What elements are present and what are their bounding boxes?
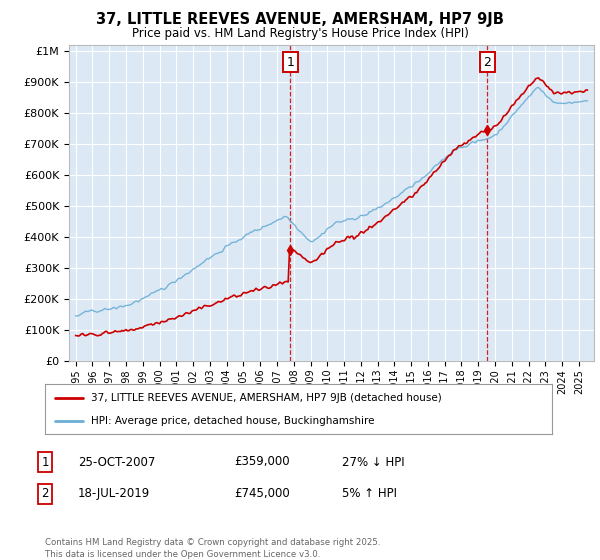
Text: 18-JUL-2019: 18-JUL-2019 bbox=[78, 487, 150, 501]
Text: 25-OCT-2007: 25-OCT-2007 bbox=[78, 455, 155, 469]
Text: Contains HM Land Registry data © Crown copyright and database right 2025.
This d: Contains HM Land Registry data © Crown c… bbox=[45, 538, 380, 559]
Text: 1: 1 bbox=[41, 455, 49, 469]
Text: 1: 1 bbox=[286, 55, 294, 69]
Text: 5% ↑ HPI: 5% ↑ HPI bbox=[342, 487, 397, 501]
Text: 2: 2 bbox=[41, 487, 49, 501]
Text: 2: 2 bbox=[484, 55, 491, 69]
Text: HPI: Average price, detached house, Buckinghamshire: HPI: Average price, detached house, Buck… bbox=[91, 417, 374, 426]
Text: 27% ↓ HPI: 27% ↓ HPI bbox=[342, 455, 404, 469]
Text: 37, LITTLE REEVES AVENUE, AMERSHAM, HP7 9JB: 37, LITTLE REEVES AVENUE, AMERSHAM, HP7 … bbox=[96, 12, 504, 27]
Text: £745,000: £745,000 bbox=[234, 487, 290, 501]
Text: £359,000: £359,000 bbox=[234, 455, 290, 469]
Text: 37, LITTLE REEVES AVENUE, AMERSHAM, HP7 9JB (detached house): 37, LITTLE REEVES AVENUE, AMERSHAM, HP7 … bbox=[91, 393, 442, 403]
Text: Price paid vs. HM Land Registry's House Price Index (HPI): Price paid vs. HM Land Registry's House … bbox=[131, 27, 469, 40]
